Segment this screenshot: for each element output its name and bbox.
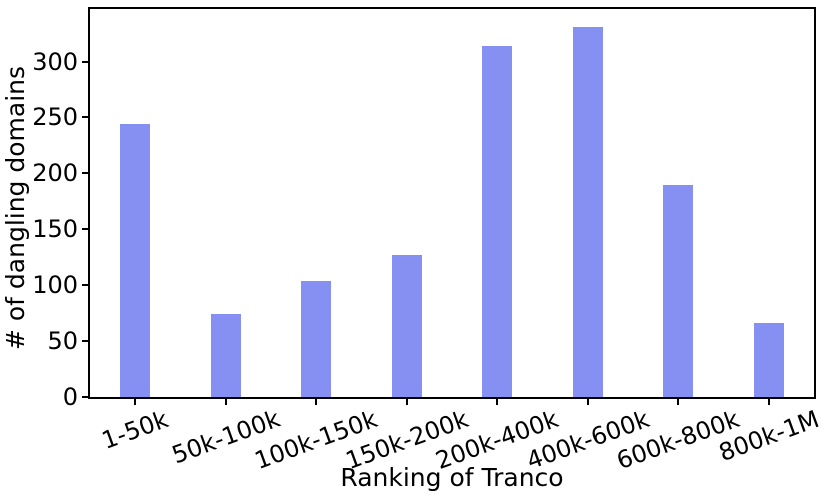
y-tick-mark	[82, 340, 88, 343]
y-tick-mark	[82, 284, 88, 287]
x-tick-mark	[224, 399, 227, 405]
y-tick-mark	[82, 60, 88, 63]
bar	[663, 184, 694, 397]
bar	[482, 45, 513, 397]
y-tick-mark	[82, 396, 88, 398]
x-tick-mark	[405, 399, 408, 405]
x-tick-mark	[677, 399, 680, 405]
plot-area	[88, 7, 816, 399]
y-tick-label: 50	[47, 327, 78, 356]
y-axis-label: # of dangling domains	[1, 65, 30, 351]
bar	[301, 280, 332, 397]
y-tick-label: 200	[32, 159, 78, 188]
y-tick-label: 150	[32, 215, 78, 244]
y-tick-mark	[82, 228, 88, 231]
y-tick-label: 0	[62, 383, 78, 411]
bar	[120, 124, 151, 397]
bar	[753, 323, 784, 397]
x-tick-mark	[315, 399, 318, 405]
bar	[210, 314, 241, 397]
x-tick-mark	[586, 399, 589, 405]
y-tick-mark	[82, 172, 88, 175]
y-tick-label: 250	[32, 103, 78, 132]
y-tick-label: 100	[32, 271, 78, 300]
bar	[572, 26, 603, 397]
bar	[391, 254, 422, 397]
y-tick-label: 300	[32, 47, 78, 76]
x-tick-mark	[767, 399, 770, 405]
y-tick-mark	[82, 116, 88, 119]
x-tick-mark	[134, 399, 137, 405]
x-axis-label: Ranking of Tranco	[340, 463, 564, 492]
x-tick-mark	[496, 399, 499, 405]
x-tick-label: 1-50k	[98, 404, 173, 455]
